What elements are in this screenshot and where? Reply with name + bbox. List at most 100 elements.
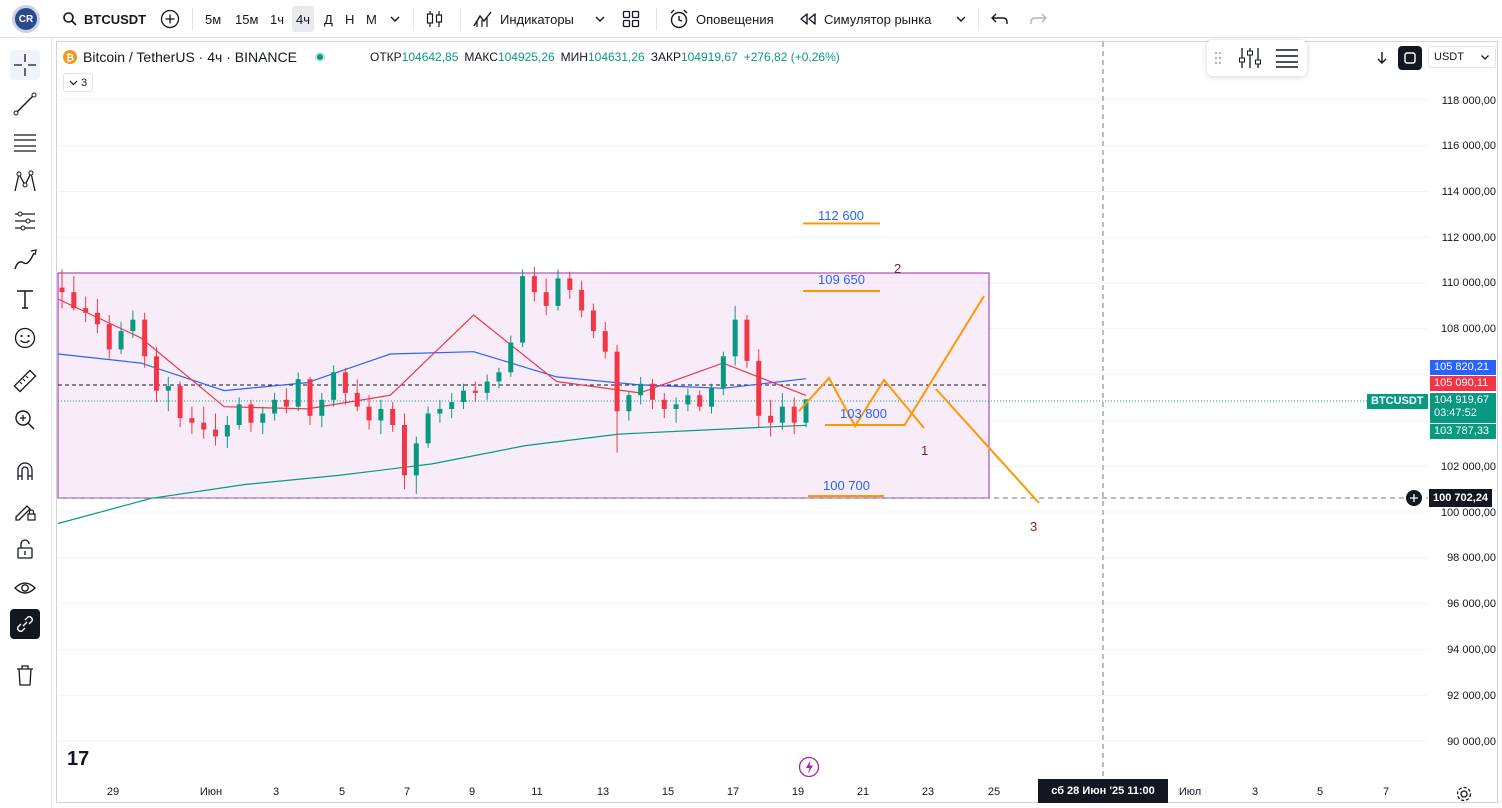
candle	[165, 386, 171, 391]
arrow-down-icon[interactable]	[1372, 48, 1392, 68]
candle	[272, 399, 278, 414]
layouts-button[interactable]	[622, 6, 640, 32]
plus-circle-icon	[160, 9, 180, 29]
candle	[295, 379, 301, 407]
time-axis-label: 7	[403, 786, 411, 798]
alerts-button[interactable]: Оповещения	[668, 6, 774, 32]
undo-button[interactable]	[990, 6, 1010, 32]
price-axis-label: 94 000,00	[1447, 644, 1496, 656]
projection-path-2[interactable]	[903, 295, 985, 427]
candle	[756, 360, 762, 416]
indicators-toggle[interactable]: 3	[63, 73, 93, 92]
logo-icon[interactable]: CR	[12, 5, 40, 33]
time-axis-label: 5	[338, 786, 346, 798]
fib-tool[interactable]	[10, 128, 40, 158]
price-axis-label: 112 000,00	[1441, 232, 1496, 244]
candle	[449, 402, 455, 409]
candle	[602, 331, 608, 352]
indicators-dropdown-button[interactable]	[594, 6, 606, 32]
indicators-button[interactable]: Индикаторы	[472, 6, 574, 32]
simulator-dropdown-button[interactable]	[955, 6, 967, 32]
candle	[496, 372, 502, 382]
candle	[803, 399, 809, 423]
open-label: ОТКР	[370, 50, 402, 64]
unlock-icon	[17, 539, 33, 559]
floating-drawing-panel[interactable]	[1207, 40, 1307, 76]
time-axis-label: Июл	[1178, 786, 1202, 798]
timeframe-dropdown-button[interactable]	[389, 6, 401, 32]
redo-icon	[1030, 13, 1047, 24]
timeframe-day[interactable]: Д	[324, 11, 333, 27]
symbol-search-button[interactable]: BTCUSDT	[62, 6, 146, 32]
pattern-tool[interactable]	[10, 167, 40, 197]
brush-icon	[14, 249, 37, 270]
zoom-in-icon	[15, 410, 35, 430]
magnet-tool[interactable]	[10, 456, 40, 486]
trend-line-tool[interactable]	[10, 89, 40, 119]
hide-drawings-tool[interactable]	[10, 573, 40, 603]
candle	[768, 415, 774, 423]
price-axis-label: 110 000,00	[1441, 277, 1496, 289]
crosshair-date-label: сб 28 Июн '25 11:00	[1038, 779, 1168, 803]
level-label-112600: 112 600	[818, 208, 865, 223]
open-value: 104642,85	[401, 50, 459, 64]
trend-line-icon	[13, 92, 37, 116]
redo-button[interactable]	[1028, 6, 1048, 32]
drag-handle-icon[interactable]	[1213, 50, 1223, 66]
line-style-icon[interactable]	[1274, 46, 1300, 70]
candle	[661, 399, 667, 409]
candle	[71, 292, 77, 309]
candle	[130, 319, 136, 332]
wave-label-2: 2	[894, 261, 902, 276]
timeframe-15m[interactable]: 15м	[235, 11, 259, 27]
candle	[744, 319, 750, 361]
smiley-icon	[14, 327, 36, 349]
candle	[401, 424, 407, 476]
price-axis-label: 92 000,00	[1447, 690, 1496, 702]
chevron-down-icon	[1481, 55, 1489, 60]
projection-path[interactable]	[798, 376, 925, 429]
market-simulator-button[interactable]: Симулятор рынка	[798, 6, 931, 32]
fullscreen-button[interactable]	[1398, 46, 1422, 70]
candle	[307, 379, 313, 416]
settings-sliders-icon[interactable]	[1237, 46, 1263, 70]
candle	[201, 422, 207, 430]
lock-drawing-tool[interactable]	[10, 495, 40, 525]
candles-icon	[426, 11, 443, 27]
chart-pane[interactable]	[56, 41, 1498, 803]
compare-add-button[interactable]	[160, 6, 180, 32]
projection-path-3[interactable]	[935, 388, 1040, 504]
emoji-tool[interactable]	[10, 323, 40, 353]
currency-select[interactable]: USDT	[1428, 46, 1496, 68]
timeframe-5m[interactable]: 5м	[205, 11, 222, 27]
candle	[508, 342, 514, 373]
timeframe-month[interactable]: М	[366, 11, 377, 27]
plus-circle-icon[interactable]	[1405, 489, 1423, 507]
zoom-tool[interactable]	[10, 405, 40, 435]
lock-all-tool[interactable]	[10, 534, 40, 564]
time-axis-label: 25	[987, 786, 1001, 798]
legend-title: Bitcoin / TetherUS · 4ч · BINANCE	[83, 49, 297, 65]
text-tool[interactable]	[10, 284, 40, 314]
crosshair-tool[interactable]	[10, 50, 40, 80]
remove-drawings-tool[interactable]	[10, 660, 40, 690]
lightning-icon[interactable]	[798, 756, 820, 778]
gear-icon[interactable]	[1455, 785, 1473, 803]
candle	[779, 406, 785, 423]
crosshair-price-value: 100 702,24	[1429, 489, 1493, 507]
sync-drawings-tool[interactable]	[10, 609, 40, 639]
symbol-legend[interactable]: ₿ Bitcoin / TetherUS · 4ч · BINANCE	[62, 46, 325, 68]
brush-tool[interactable]	[10, 245, 40, 275]
drawing-toolbar	[0, 38, 52, 808]
ruler-tool[interactable]	[10, 366, 40, 396]
candle	[94, 312, 100, 325]
candle	[437, 408, 443, 414]
moving-average-line	[57, 298, 807, 410]
timeframe-week[interactable]: Н	[345, 11, 355, 27]
timeframe-1h[interactable]: 1ч	[270, 11, 285, 27]
timeframe-4h[interactable]: 4ч	[292, 6, 315, 32]
level-label-100700: 100 700	[823, 478, 870, 493]
chart-type-button[interactable]	[424, 6, 446, 32]
forecast-tool[interactable]	[10, 206, 40, 236]
